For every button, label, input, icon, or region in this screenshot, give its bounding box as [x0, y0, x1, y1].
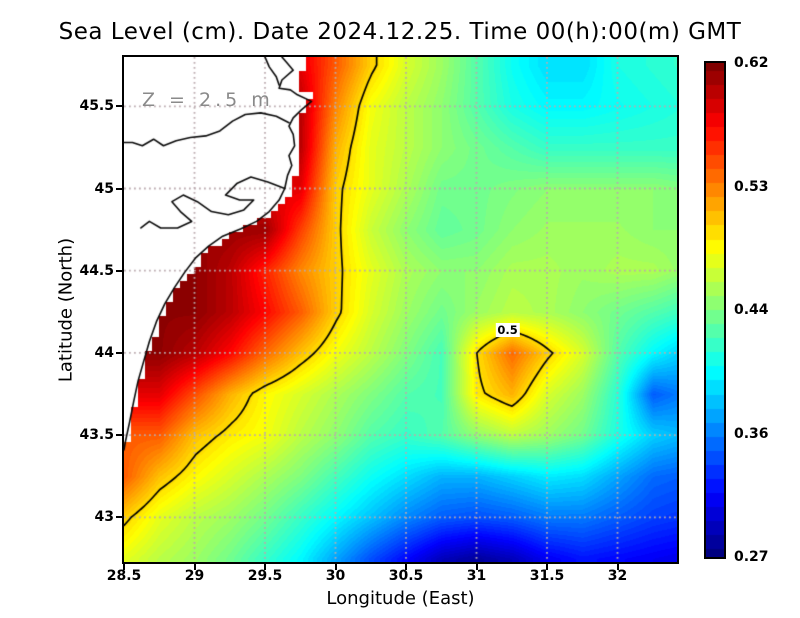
x-tick-label: 31: [466, 568, 487, 584]
x-tick: [546, 564, 548, 570]
figure-title: Sea Level (cm). Date 2024.12.25. Time 00…: [58, 19, 742, 45]
colorbar-canvas: [706, 63, 724, 557]
map-canvas: [124, 57, 677, 562]
colorbar-tick-label: 0.53: [734, 178, 769, 195]
y-tick-label: 43.5: [79, 427, 114, 444]
y-tick-label: 44.5: [79, 262, 114, 279]
x-tick: [475, 564, 478, 570]
x-tick: [193, 564, 196, 570]
x-tick: [123, 564, 125, 570]
depth-annotation: Z = 2.5 m: [142, 89, 274, 111]
colorbar-tick-label: 0.44: [734, 302, 769, 318]
contour-label: 0.5: [495, 322, 520, 337]
colorbar-tick-label: 0.27: [734, 549, 769, 565]
x-tick: [334, 564, 337, 570]
y-tick: [116, 269, 122, 272]
x-tick: [616, 564, 619, 570]
y-tick-label: 45: [94, 180, 114, 197]
y-axis-label: Latitude (North): [55, 237, 77, 383]
x-tick-label: 29.5: [247, 568, 283, 584]
x-tick-label: 31.5: [529, 568, 565, 584]
x-tick-label: 29: [184, 568, 205, 584]
x-tick-label: 30.5: [388, 568, 424, 584]
y-tick: [116, 434, 122, 437]
colorbar-tick-label: 0.36: [734, 425, 769, 442]
y-tick-label: 43: [94, 509, 114, 526]
x-tick: [264, 564, 266, 570]
x-tick-label: 28.5: [106, 568, 142, 584]
colorbar-tick-label: 0.62: [734, 55, 769, 71]
plot-area: Z = 2.5 m 0.5: [122, 55, 679, 564]
x-tick-label: 32: [607, 568, 628, 584]
x-axis-label: Longitude (East): [326, 588, 475, 609]
x-tick-label: 30: [325, 568, 346, 584]
colorbar: [704, 61, 726, 559]
y-tick: [116, 187, 122, 190]
y-tick: [116, 105, 122, 108]
y-tick: [116, 351, 122, 354]
y-tick: [116, 516, 122, 519]
x-tick: [405, 564, 407, 570]
y-tick-label: 45.5: [79, 98, 114, 115]
y-tick-label: 44: [94, 344, 114, 361]
